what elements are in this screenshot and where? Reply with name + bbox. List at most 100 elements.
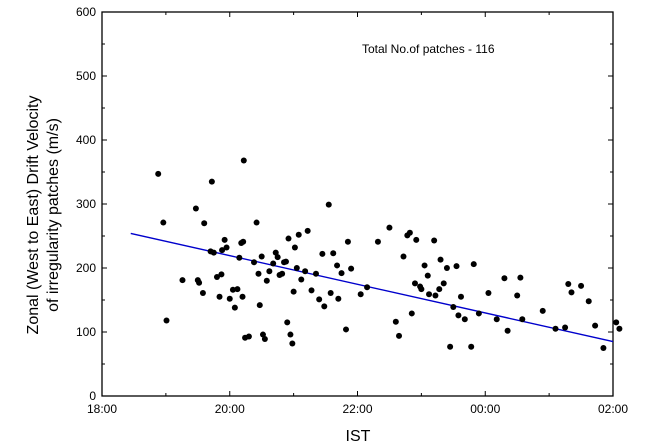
data-point: [343, 326, 350, 333]
data-point: [219, 247, 226, 254]
plot-area: [101, 11, 614, 397]
data-point: [592, 322, 599, 329]
linear-fit-line: [130, 232, 614, 343]
data-point: [470, 261, 477, 268]
data-point: [426, 291, 433, 298]
data-point: [334, 262, 341, 269]
data-point: [298, 276, 305, 283]
data-point: [539, 307, 546, 314]
data-point: [221, 236, 228, 243]
data-point: [504, 327, 511, 334]
data-point: [285, 235, 292, 242]
data-point: [461, 316, 468, 323]
data-point: [457, 293, 464, 300]
data-point: [290, 288, 297, 295]
data-point: [327, 289, 334, 296]
y-tick-label: 600: [76, 5, 96, 19]
data-point: [411, 280, 418, 287]
data-point: [447, 343, 454, 350]
fit-line-layer: [130, 232, 614, 343]
data-point: [613, 319, 620, 326]
data-point: [431, 237, 438, 244]
data-point: [245, 333, 252, 340]
data-point: [284, 319, 291, 326]
data-point: [413, 236, 420, 243]
data-point: [453, 263, 460, 270]
y-axis-title-line-2: of irregularity patches (m/s): [45, 118, 62, 312]
plot-frame: [101, 11, 614, 397]
annotation-total-patches: Total No.of patches - 116: [362, 42, 495, 56]
data-point: [437, 256, 444, 263]
data-point: [400, 253, 407, 260]
data-point: [274, 254, 281, 261]
data-point: [374, 238, 381, 245]
data-point: [468, 343, 475, 350]
data-point: [475, 310, 482, 317]
data-point: [308, 287, 315, 294]
data-point: [396, 332, 403, 339]
data-point: [234, 286, 241, 293]
data-point: [240, 238, 247, 245]
data-point: [226, 295, 233, 302]
y-axis: 0 100 200 300 400 500 600: [76, 5, 613, 403]
data-point: [568, 289, 575, 296]
data-point: [406, 229, 413, 236]
y-axis-title-line-1: Zonal (West to East) Drift Velocity: [25, 96, 42, 335]
data-point: [259, 331, 266, 338]
data-point: [239, 293, 246, 300]
data-point: [266, 268, 273, 275]
data-point: [436, 286, 443, 293]
data-point: [344, 238, 351, 245]
data-point: [364, 284, 371, 291]
data-point: [251, 259, 258, 266]
y-tick-label: 200: [76, 261, 96, 275]
data-point: [319, 250, 326, 257]
data-point: [218, 271, 225, 278]
data-point: [443, 265, 450, 271]
data-point: [493, 316, 500, 323]
x-axis: 18:00 20:00 22:00 00:00 02:00: [87, 12, 628, 416]
data-point: [192, 205, 199, 212]
data-point: [302, 268, 309, 275]
x-tick-label: 00:00: [470, 402, 500, 416]
y-tick-label: 500: [76, 69, 96, 83]
data-point: [216, 293, 223, 300]
data-point: [338, 270, 345, 277]
data-point: [565, 281, 572, 287]
data-point: [256, 302, 263, 309]
data-point: [600, 345, 607, 351]
data-point: [258, 253, 265, 260]
data-point: [155, 170, 162, 177]
data-point: [450, 304, 457, 311]
data-point: [282, 258, 289, 265]
data-point: [392, 318, 399, 325]
data-point: [295, 231, 302, 238]
data-point: [279, 270, 286, 277]
data-point: [325, 201, 332, 208]
data-point: [316, 296, 323, 303]
data-point: [229, 286, 236, 293]
y-tick-label: 300: [76, 197, 96, 211]
data-point: [236, 254, 243, 261]
data-point: [231, 304, 238, 311]
data-point: [289, 340, 296, 347]
data-point: [421, 262, 428, 269]
data-point: [616, 325, 623, 332]
data-point: [287, 331, 294, 338]
data-point: [253, 219, 260, 226]
y-tick-label: 400: [76, 133, 96, 147]
data-point: [455, 312, 462, 319]
data-point: [348, 265, 355, 272]
data-point: [321, 303, 328, 310]
data-point: [223, 244, 230, 251]
data-point: [519, 316, 526, 323]
data-point: [357, 291, 364, 298]
data-point: [199, 289, 206, 296]
x-axis-title: IST: [346, 428, 371, 445]
x-tick-label: 18:00: [87, 402, 117, 416]
data-point: [335, 295, 342, 302]
data-point: [485, 289, 492, 296]
data-point: [240, 157, 247, 164]
data-point: [304, 227, 311, 234]
